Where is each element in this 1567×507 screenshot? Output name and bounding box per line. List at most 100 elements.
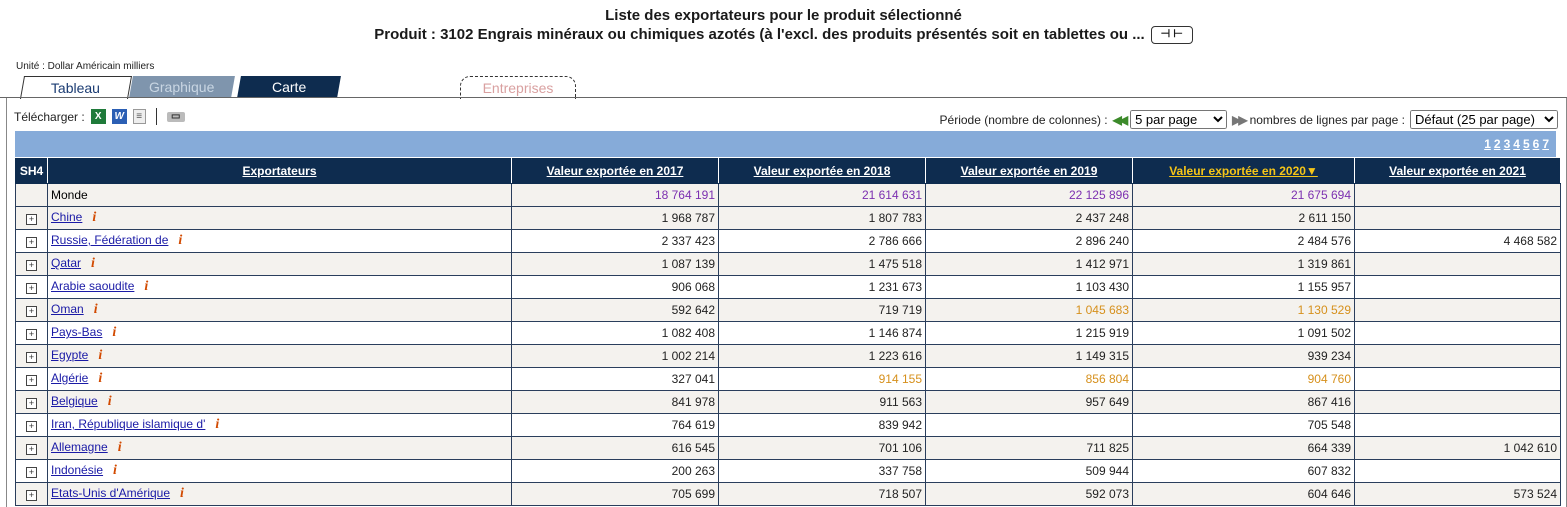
info-icon[interactable]: i	[215, 417, 220, 432]
info-icon[interactable]: i	[178, 233, 183, 248]
info-icon[interactable]: i	[180, 486, 184, 501]
expand-plus-icon[interactable]: +	[26, 260, 37, 271]
expand-plus-icon[interactable]: +	[26, 237, 37, 248]
exporter-link[interactable]: Russie, Fédération de	[51, 233, 169, 247]
expand-title-button[interactable]: ⊣ ⊢	[1150, 25, 1193, 44]
info-icon[interactable]: i	[117, 440, 122, 455]
info-icon[interactable]: i	[91, 256, 95, 271]
info-icon[interactable]: i	[112, 325, 117, 340]
value-cell: 1 042 610	[1354, 436, 1561, 460]
info-icon[interactable]: i	[92, 210, 97, 225]
value-cell: 1 082 408	[511, 321, 719, 345]
info-icon[interactable]: i	[107, 394, 112, 409]
expand-cell: +	[15, 390, 48, 414]
page-link-7[interactable]: 7	[1542, 137, 1549, 151]
page-link-1[interactable]: 1	[1484, 137, 1491, 151]
exporter-link[interactable]: Egypte	[51, 348, 89, 362]
exporter-cell: Algérie i	[47, 367, 512, 391]
expand-plus-icon[interactable]: +	[26, 398, 37, 409]
exporter-cell: Egypte i	[47, 344, 512, 368]
exporter-link[interactable]: Iran, République islamique d'	[51, 417, 206, 431]
previous-period-icon[interactable]: ◀◀	[1112, 112, 1129, 127]
exporter-link[interactable]: Allemagne	[51, 440, 108, 454]
col-header-sh4: SH4	[15, 158, 48, 184]
download-toolbar: Télécharger : X W ≡ ▭	[14, 108, 185, 125]
col-header-2021[interactable]: Valeur exportée en 2021	[1354, 158, 1561, 184]
expand-plus-icon[interactable]: +	[26, 214, 37, 225]
page-link-5[interactable]: 5	[1522, 137, 1530, 151]
expand-plus-icon[interactable]: +	[26, 421, 37, 432]
expand-cell: +	[15, 321, 48, 345]
exporter-link[interactable]: Chine	[51, 210, 83, 224]
word-icon[interactable]: W	[111, 109, 127, 124]
info-icon[interactable]: i	[113, 463, 117, 478]
tab-graphique[interactable]: Graphique	[129, 76, 235, 98]
exporter-cell: Arabie saoudite i	[47, 275, 512, 299]
col-header-2018[interactable]: Valeur exportée en 2018	[718, 158, 926, 184]
value-cell: 2 337 423	[511, 229, 719, 253]
period-select[interactable]: 5 par page	[1130, 110, 1228, 129]
page-link-3[interactable]: 3	[1503, 137, 1511, 151]
period-label: Période (nombre de colonnes) :	[939, 112, 1108, 127]
expand-plus-icon[interactable]: +	[26, 444, 37, 455]
expand-plus-icon[interactable]: +	[26, 352, 37, 363]
exporter-link[interactable]: Arabie saoudite	[51, 279, 135, 293]
value-cell: 1 807 783	[718, 206, 926, 230]
rows-per-page-select[interactable]: Défaut (25 par page)	[1410, 110, 1558, 129]
exporter-link[interactable]: Etats-Unis d'Amérique	[51, 486, 171, 500]
info-icon[interactable]: i	[144, 279, 149, 294]
expand-plus-icon[interactable]: +	[26, 490, 37, 501]
page-link-6[interactable]: 6	[1532, 137, 1540, 151]
expand-cell: +	[15, 413, 48, 437]
page-link-4[interactable]: 4	[1513, 137, 1520, 151]
value-cell: 1 155 957	[1132, 275, 1355, 299]
value-cell: 607 832	[1132, 459, 1355, 483]
value-cell: 327 041	[511, 367, 719, 391]
exporter-link[interactable]: Algérie	[51, 371, 89, 385]
page-link-2[interactable]: 2	[1493, 137, 1501, 151]
title-line-2-wrap: Produit : 3102 Engrais minéraux ou chimi…	[374, 25, 1193, 44]
table-controls: Période (nombre de colonnes) : ◀◀ 5 par …	[940, 110, 1558, 129]
value-cell	[1354, 183, 1561, 207]
tab-entreprises[interactable]: Entreprises	[460, 76, 576, 99]
unit-label: Unité : Dollar Américain milliers	[16, 61, 155, 72]
exporter-link[interactable]: Oman	[51, 302, 84, 316]
next-period-icon[interactable]: ▶▶	[1232, 112, 1248, 127]
tab-divider	[0, 97, 1567, 98]
info-icon[interactable]: i	[98, 371, 103, 386]
exporter-link[interactable]: Belgique	[51, 394, 98, 408]
table-row: + Egypte i 1 002 214 1 223 616 1 149 315 939 2…	[15, 344, 1561, 368]
text-file-icon[interactable]: ≡	[132, 109, 146, 124]
col-header-2020[interactable]: Valeur exportée en 2020▼	[1132, 158, 1355, 184]
value-cell: 2 484 576	[1132, 229, 1355, 253]
expand-plus-icon[interactable]: +	[26, 467, 37, 478]
info-icon[interactable]: i	[98, 348, 103, 363]
printer-icon[interactable]: ▭	[166, 111, 185, 122]
value-cell: 2 786 666	[718, 229, 926, 253]
expand-cell: +	[15, 229, 48, 253]
expand-plus-icon[interactable]: +	[26, 375, 37, 386]
value-cell: 604 646	[1132, 482, 1355, 506]
col-header-2019[interactable]: Valeur exportée en 2019	[925, 158, 1133, 184]
expand-plus-icon[interactable]: +	[26, 283, 37, 294]
value-cell: 1 087 139	[511, 252, 719, 276]
expand-cell: +	[15, 459, 48, 483]
value-cell: 906 068	[511, 275, 719, 299]
tab-tableau[interactable]: Tableau	[19, 76, 133, 99]
col-header-2017[interactable]: Valeur exportée en 2017	[511, 158, 719, 184]
exporter-link[interactable]: Indonésie	[51, 463, 104, 477]
exporter-cell: Indonésie i	[47, 459, 512, 483]
exporter-cell: Iran, République islamique d' i	[47, 413, 512, 437]
col-header-exporters[interactable]: Exportateurs	[47, 158, 512, 184]
expand-plus-icon[interactable]: +	[26, 306, 37, 317]
exporter-cell: Russie, Fédération de i	[47, 229, 512, 253]
value-cell: 705 548	[1132, 413, 1355, 437]
tab-carte[interactable]: Carte	[237, 76, 341, 98]
info-icon[interactable]: i	[93, 302, 98, 317]
expand-plus-icon[interactable]: +	[26, 329, 37, 340]
exporter-link[interactable]: Qatar	[51, 256, 82, 270]
excel-icon[interactable]: X	[90, 109, 106, 124]
page-title: Liste des exportateurs pour le produit s…	[0, 6, 1567, 44]
exporter-link[interactable]: Pays-Bas	[51, 325, 103, 339]
